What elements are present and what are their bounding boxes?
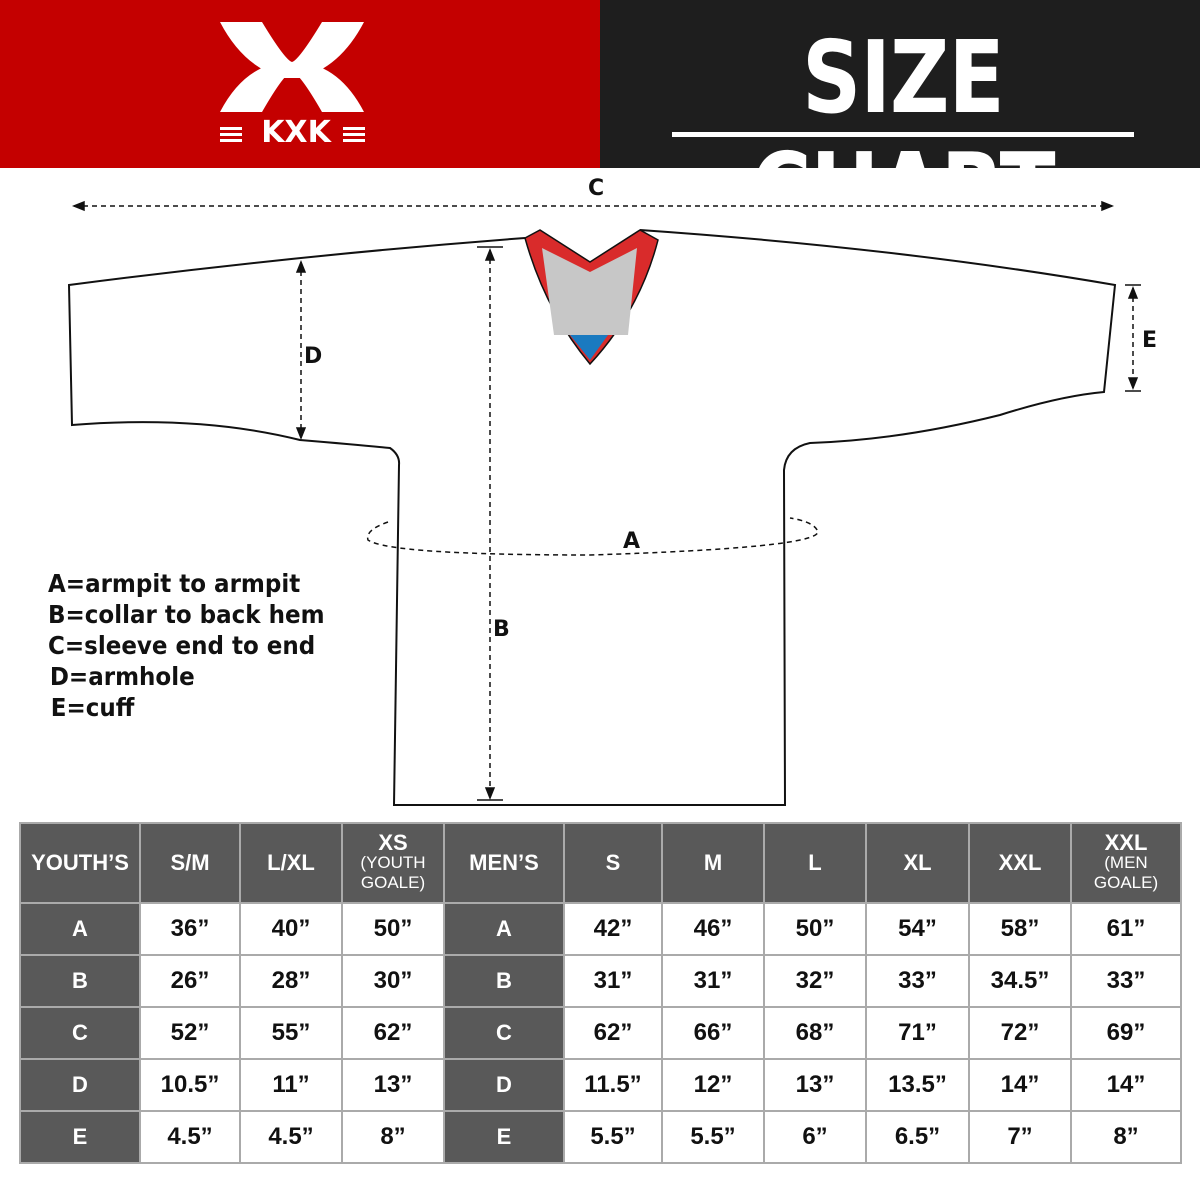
page-title: SIZE CHART	[751, 19, 1055, 248]
brand-banner: KXK	[0, 0, 600, 168]
table-cell: 62”	[565, 1008, 661, 1058]
size-note: (MEN GOALE)	[1093, 853, 1159, 892]
table-cell: 34.5”	[970, 956, 1070, 1006]
table-cell: 26”	[141, 956, 239, 1006]
label-c: C	[588, 176, 605, 201]
table-cell: 13.5”	[867, 1060, 968, 1110]
row-label: B	[445, 956, 563, 1006]
table-cell: 7”	[970, 1112, 1070, 1162]
size-header: S	[565, 824, 661, 902]
table-cell: 58”	[970, 904, 1070, 954]
table-cell: 36”	[141, 904, 239, 954]
size-header: L/XL	[241, 824, 341, 902]
table-row: D 10.5” 11” 13” D 11.5” 12” 13” 13.5” 14” 14”	[21, 1060, 1180, 1110]
size-header: M	[663, 824, 763, 902]
title-banner	[600, 0, 1200, 168]
table-cell: 68”	[765, 1008, 865, 1058]
legend-item: C=sleeve end to end	[48, 631, 316, 660]
label-b: B	[493, 617, 510, 642]
table-cell: 72”	[970, 1008, 1070, 1058]
table-cell: 4.5”	[141, 1112, 239, 1162]
measurement-legend: A=armpit to armpit B=collar to back hem …	[48, 568, 349, 723]
row-label: A	[445, 904, 563, 954]
size-name: XXL	[1104, 830, 1148, 855]
table-cell: 69”	[1072, 1008, 1180, 1058]
table-cell: 5.5”	[663, 1112, 763, 1162]
row-label: E	[21, 1112, 139, 1162]
legend-item: E=cuff	[50, 693, 135, 722]
table-cell: 14”	[970, 1060, 1070, 1110]
table-cell: 4.5”	[241, 1112, 341, 1162]
legend-item: B=collar to back hem	[48, 600, 325, 629]
table-cell: 55”	[241, 1008, 341, 1058]
size-header: XXL (MEN GOALE)	[1072, 824, 1180, 902]
title-underline	[672, 132, 1134, 137]
table-cell: 10.5”	[141, 1060, 239, 1110]
table-row: E 4.5” 4.5” 8” E 5.5” 5.5” 6” 6.5” 7” 8”	[21, 1112, 1180, 1162]
table-cell: 33”	[1072, 956, 1180, 1006]
table-cell: 31”	[663, 956, 763, 1006]
table-cell: 33”	[867, 956, 968, 1006]
kxk-logo-icon	[220, 22, 365, 142]
table-header-row: YOUTH’S S/M L/XL XS (YOUTH GOALE) MEN’S S M L XL X…	[21, 824, 1180, 902]
table-cell: 46”	[663, 904, 763, 954]
label-d: D	[304, 344, 323, 369]
table-row: C 52” 55” 62” C 62” 66” 68” 71” 72” 69”	[21, 1008, 1180, 1058]
label-e: E	[1142, 328, 1158, 353]
size-table: YOUTH’S S/M L/XL XS (YOUTH GOALE) MEN’S S M L XL X…	[19, 822, 1182, 1164]
table-cell: 71”	[867, 1008, 968, 1058]
size-header: XXL	[970, 824, 1070, 902]
youth-header: YOUTH’S	[21, 824, 139, 902]
table-cell: 28”	[241, 956, 341, 1006]
table-cell: 6”	[765, 1112, 865, 1162]
table-cell: 14”	[1072, 1060, 1180, 1110]
jersey-diagram: C D E A B	[0, 168, 1200, 818]
table-cell: 12”	[663, 1060, 763, 1110]
table-cell: 30”	[343, 956, 443, 1006]
size-header: S/M	[141, 824, 239, 902]
size-header: XL	[867, 824, 968, 902]
jersey-outline-icon	[67, 200, 1141, 806]
label-a: A	[623, 529, 641, 554]
table-cell: 5.5”	[565, 1112, 661, 1162]
legend-item: D=armhole	[49, 662, 195, 691]
men-header: MEN’S	[445, 824, 563, 902]
table-cell: 6.5”	[867, 1112, 968, 1162]
size-header: XS (YOUTH GOALE)	[343, 824, 443, 902]
row-label: C	[21, 1008, 139, 1058]
table-cell: 52”	[141, 1008, 239, 1058]
size-header: L	[765, 824, 865, 902]
row-label: B	[21, 956, 139, 1006]
table-cell: 11”	[241, 1060, 341, 1110]
row-label: D	[445, 1060, 563, 1110]
table-cell: 40”	[241, 904, 341, 954]
legend-item: A=armpit to armpit	[48, 569, 301, 598]
table-row: A 36” 40” 50” A 42” 46” 50” 54” 58” 61”	[21, 904, 1180, 954]
table-cell: 54”	[867, 904, 968, 954]
size-name: XS	[378, 830, 408, 855]
table-cell: 31”	[565, 956, 661, 1006]
row-label: D	[21, 1060, 139, 1110]
table-cell: 50”	[765, 904, 865, 954]
table-row: B 26” 28” 30” B 31” 31” 32” 33” 34.5” 33”	[21, 956, 1180, 1006]
table-cell: 8”	[343, 1112, 443, 1162]
table-cell: 11.5”	[565, 1060, 661, 1110]
table-cell: 13”	[343, 1060, 443, 1110]
size-note: (YOUTH GOALE)	[360, 853, 426, 892]
row-label: A	[21, 904, 139, 954]
table-cell: 50”	[343, 904, 443, 954]
table-cell: 62”	[343, 1008, 443, 1058]
row-label: C	[445, 1008, 563, 1058]
table-cell: 8”	[1072, 1112, 1180, 1162]
table-cell: 32”	[765, 956, 865, 1006]
table-cell: 42”	[565, 904, 661, 954]
table-cell: 66”	[663, 1008, 763, 1058]
table-cell: 13”	[765, 1060, 865, 1110]
brand-logo-text: KXK	[261, 115, 331, 150]
row-label: E	[445, 1112, 563, 1162]
table-cell: 61”	[1072, 904, 1180, 954]
